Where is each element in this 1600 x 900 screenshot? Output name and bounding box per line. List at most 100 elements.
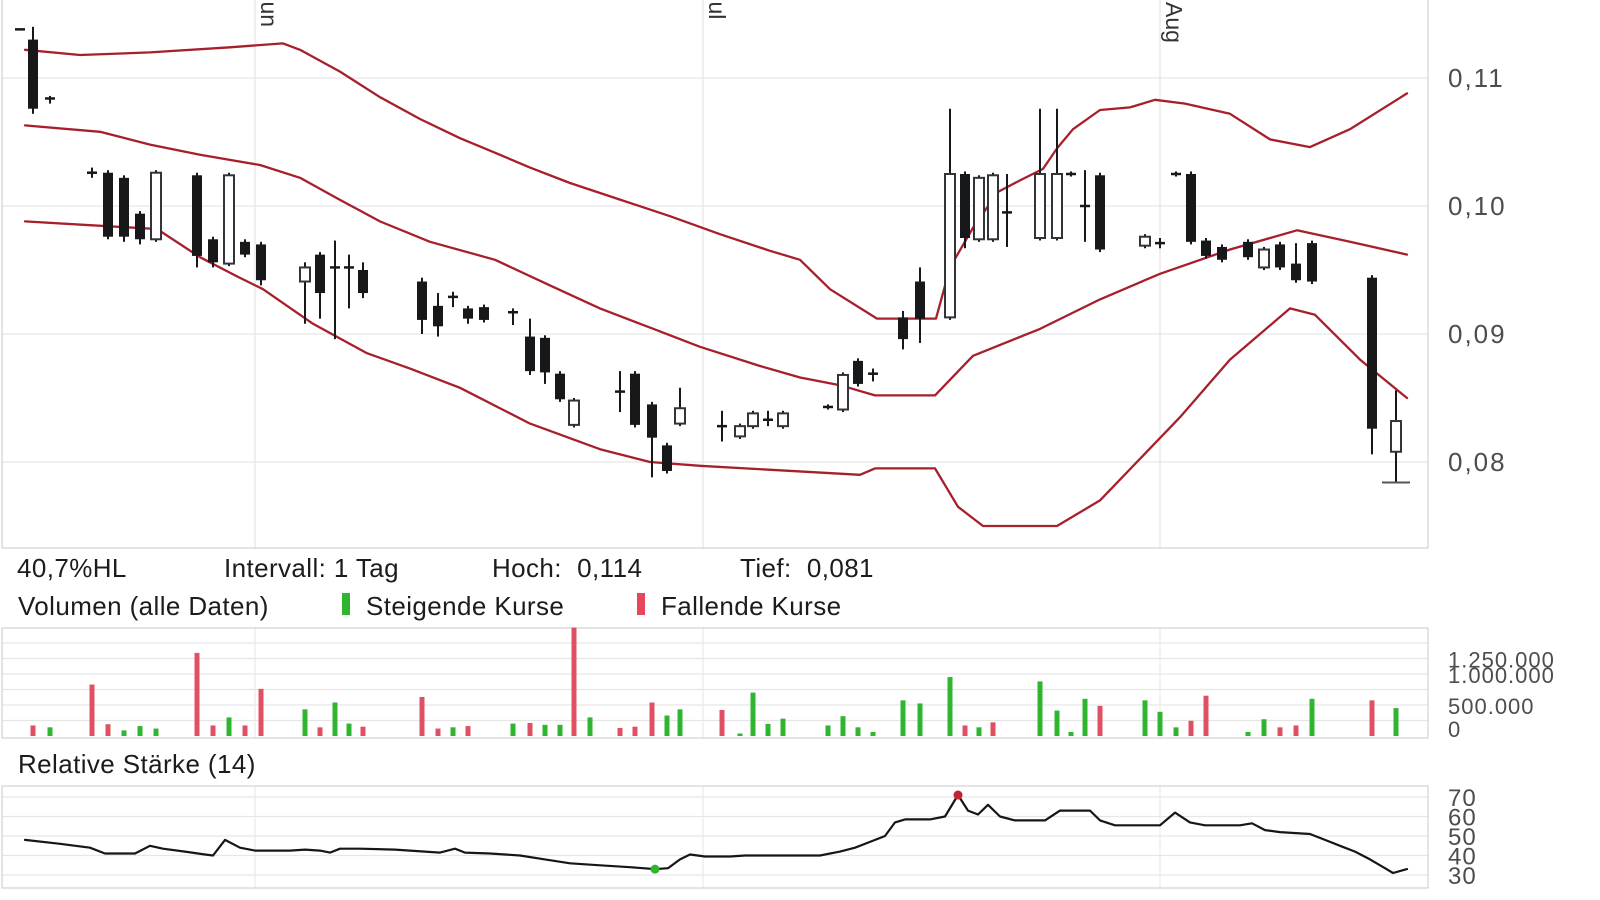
candle [1066, 171, 1076, 177]
candle [1201, 238, 1211, 259]
volume-bar [947, 677, 953, 736]
volume-bar [527, 722, 533, 736]
volume-bar [765, 723, 771, 736]
candle [479, 304, 489, 323]
candle [915, 267, 925, 343]
month-label: Jun [256, 0, 282, 27]
candle [647, 401, 657, 478]
volume-bar [617, 727, 623, 736]
volume-bar [649, 702, 655, 736]
volume-bar [917, 703, 923, 736]
volume-axis-label: 500.000 [1448, 694, 1535, 719]
candle [223, 172, 235, 267]
volume-bar [1173, 727, 1179, 736]
price-axis-label: 0,08 [1448, 447, 1507, 477]
volume-bar [302, 709, 308, 736]
volume-bar [450, 727, 456, 736]
candle [674, 387, 686, 427]
volume-axis-label: 0 [1448, 717, 1461, 742]
bollinger-upper-band [23, 42, 1409, 320]
candle [1243, 239, 1253, 260]
volume-bar [137, 726, 143, 736]
candle [1034, 108, 1046, 241]
volume-bar [1082, 698, 1088, 736]
volume-bar [1203, 695, 1209, 736]
rising-label: Steigende Kurse [366, 591, 565, 621]
candle [615, 371, 625, 413]
volume-bar [990, 722, 996, 736]
volume-bar [1277, 727, 1283, 736]
rising-swatch-icon [342, 593, 350, 615]
candle [898, 310, 908, 350]
candle [747, 410, 759, 429]
volume-bar [900, 700, 906, 736]
volume-bar [121, 730, 127, 736]
volume-bar [542, 724, 548, 736]
volume-bar [465, 726, 471, 736]
volume-bar [677, 709, 683, 736]
volume-bar [194, 652, 200, 736]
volume-bar [1054, 710, 1060, 736]
volume-bar [962, 725, 968, 736]
candle [987, 172, 999, 242]
candle [433, 293, 443, 337]
candle [868, 368, 878, 382]
candle [1051, 108, 1063, 241]
volume-bar [242, 725, 248, 736]
volume-bar [780, 718, 786, 736]
candle [45, 95, 55, 104]
volume-bar [258, 688, 264, 736]
volume-bar [47, 727, 53, 736]
candle [1275, 241, 1285, 270]
oversold-marker [650, 864, 660, 874]
falling-label: Fallende Kurse [661, 591, 842, 621]
volume-bar [1393, 708, 1399, 736]
candle [256, 241, 266, 286]
candle [240, 239, 250, 258]
candle [630, 371, 640, 428]
volume-bar [557, 724, 563, 736]
candle [555, 371, 565, 402]
volume-bar [587, 717, 593, 736]
candle [135, 211, 145, 245]
rsi-line [23, 793, 1409, 875]
volume-bar [870, 731, 876, 736]
volume-bar [226, 717, 232, 736]
rsi-axis-label: 40 [1448, 844, 1477, 871]
percent-hl-label: 40,7%HL [17, 553, 127, 583]
candle [973, 175, 985, 242]
volume-border [1, 627, 1429, 739]
candle [358, 262, 368, 299]
candle [1307, 240, 1317, 285]
volume-bar [1142, 700, 1148, 736]
volume-bar [89, 684, 95, 736]
volume-bar [855, 727, 861, 736]
volume-bar [210, 725, 216, 736]
rsi-axis-label: 50 [1448, 824, 1477, 851]
candle [1080, 170, 1090, 242]
volume-bar [1068, 731, 1074, 736]
candle [662, 442, 672, 474]
volume-bar [360, 726, 366, 736]
candle [1382, 390, 1410, 484]
candle [1139, 234, 1151, 249]
price-panel: 0,11 0,10 0,09 0,08 Jun Jul Aug [1, 0, 1507, 549]
rsi-axis-label: 70 [1448, 785, 1477, 812]
candle [1367, 275, 1377, 455]
volume-bar [435, 728, 441, 736]
candle [944, 108, 956, 320]
volume-axis-label: 1.000.000 [1448, 663, 1555, 688]
candle [853, 358, 863, 387]
price-axis-label: 0,11 [1448, 63, 1505, 93]
volume-bar [737, 733, 743, 736]
volume-bar [719, 709, 725, 736]
candle [508, 308, 518, 326]
candle [837, 372, 849, 413]
high-label: Hoch: 0,114 [492, 553, 643, 583]
rsi-border [1, 785, 1429, 889]
candle [315, 252, 325, 319]
price-axis-label: 0,10 [1448, 191, 1507, 221]
candle [192, 172, 202, 268]
